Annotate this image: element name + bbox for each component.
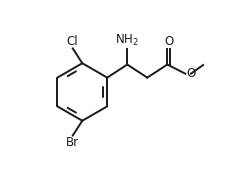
Text: O: O	[164, 35, 173, 48]
Text: Br: Br	[66, 136, 79, 149]
Text: Cl: Cl	[66, 35, 78, 48]
Text: NH$_2$: NH$_2$	[115, 33, 139, 48]
Text: O: O	[186, 67, 196, 80]
